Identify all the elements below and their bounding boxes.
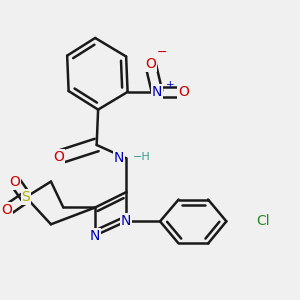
- Text: O: O: [10, 175, 20, 188]
- Text: O: O: [178, 85, 189, 99]
- Text: S: S: [22, 190, 30, 204]
- Text: O: O: [53, 150, 64, 164]
- Text: N: N: [152, 85, 162, 99]
- Text: −: −: [157, 46, 168, 59]
- Text: O: O: [1, 203, 12, 218]
- Text: N: N: [121, 214, 131, 228]
- Text: Cl: Cl: [256, 214, 269, 228]
- Text: −H: −H: [133, 152, 150, 162]
- Text: O: O: [145, 58, 156, 71]
- Text: N: N: [90, 229, 101, 242]
- Text: N: N: [114, 151, 124, 165]
- Text: +: +: [166, 80, 175, 90]
